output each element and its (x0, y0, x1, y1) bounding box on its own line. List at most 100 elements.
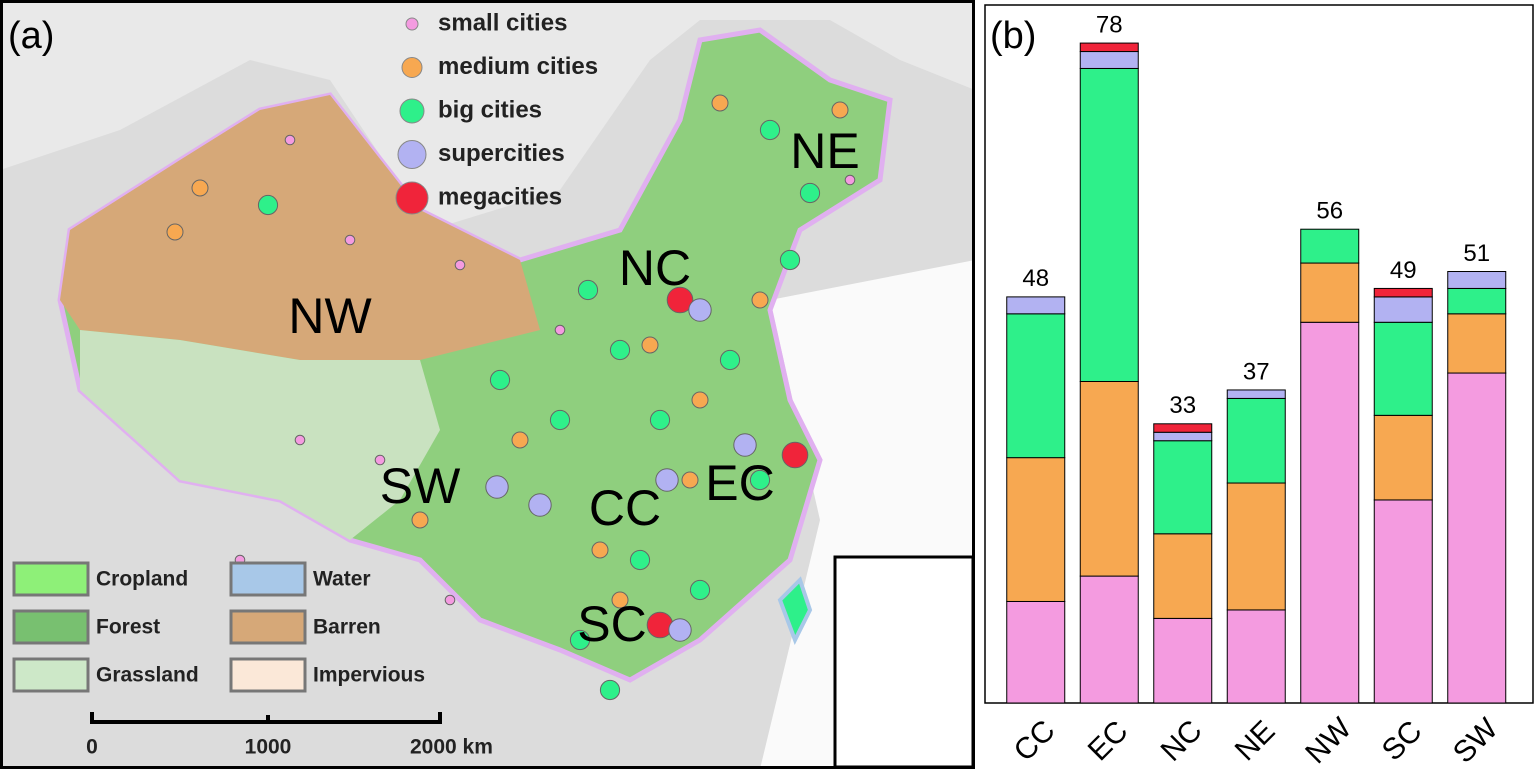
land-cover-legend: Cropland Forest Grassland Water Barren Imperv… (12, 561, 425, 693)
total-label: 37 (1243, 358, 1270, 385)
total-label: 56 (1316, 198, 1343, 225)
total-label: 78 (1096, 11, 1123, 38)
city-dot (374, 454, 386, 466)
city-dot (719, 349, 741, 371)
city-dot (646, 611, 674, 639)
legend-swatch (229, 561, 307, 597)
region-label: NW (288, 288, 372, 344)
region-label: NE (790, 123, 859, 179)
scale-line (90, 712, 442, 724)
bar-segment (1153, 431, 1213, 442)
city-dot (554, 324, 566, 336)
region-labels: NE NC NW SW CC EC SC (288, 123, 859, 652)
legend-label: Grassland (96, 664, 199, 687)
bar-segment (1079, 575, 1139, 704)
bar-segment (1300, 262, 1360, 323)
scale-label: 2000 km (410, 736, 493, 759)
bar-segment (1153, 423, 1213, 433)
bars: 48 CC 78 EC 33 NC 37 NE 56 NW 49 SC 51 SW (1006, 11, 1507, 769)
x-tick-label: SW (1447, 712, 1505, 769)
legend-marker (395, 181, 429, 215)
legend-swatch (229, 609, 307, 645)
city-dot (779, 249, 801, 271)
city-dot (569, 629, 591, 651)
bar-segment (1373, 414, 1433, 501)
city-dot (649, 409, 671, 431)
city-dot (257, 194, 279, 216)
bar-segment (1153, 617, 1213, 704)
city-dot (799, 182, 821, 204)
city-dot (528, 493, 552, 517)
city-dot (691, 391, 709, 409)
x-tick-label: EC (1082, 714, 1135, 767)
x-tick-label: NW (1299, 711, 1358, 769)
city-dot (781, 441, 809, 469)
bar-segment (1006, 313, 1066, 459)
city-dot (611, 591, 629, 609)
legend-marker (401, 57, 423, 78)
city-dot (749, 469, 771, 491)
bar-segment (1079, 380, 1139, 577)
legend-label: Cropland (96, 568, 188, 591)
x-tick-label: CC (1008, 714, 1062, 768)
city-dot (668, 618, 692, 642)
city-dot (591, 541, 609, 559)
scale-label: 1000 (245, 736, 292, 759)
total-label: 33 (1169, 392, 1196, 419)
city-dot (844, 174, 856, 186)
legend-label: Barren (313, 616, 381, 639)
city-dot (294, 434, 306, 446)
map-frame (0, 0, 975, 769)
x-tick-label: NE (1229, 714, 1282, 767)
city-dot (411, 511, 429, 529)
city-dot (689, 579, 711, 601)
legend-marker (405, 17, 419, 31)
map-island (777, 576, 813, 645)
map-barren-area (60, 95, 540, 360)
bar-segment (1153, 440, 1213, 535)
city-dot (454, 259, 466, 271)
city-dot (344, 234, 356, 246)
bar-segment (1300, 228, 1360, 264)
legend-marker (397, 140, 427, 169)
bar-segment (1226, 397, 1286, 484)
scale-label: 0 (86, 736, 98, 759)
city-dot (666, 286, 694, 314)
region-label: SW (380, 458, 461, 514)
map-grassland-area (80, 330, 440, 540)
map-land-north (0, 0, 975, 230)
city-dot (629, 549, 651, 571)
city-dot (831, 101, 849, 119)
scale-bar (90, 712, 442, 724)
bar-segment (1006, 457, 1066, 602)
legend-label: supercities (438, 140, 565, 167)
bar-segment (1079, 67, 1139, 382)
city-dot (549, 409, 571, 431)
region-label: EC (705, 455, 774, 511)
city-dot (284, 134, 296, 146)
map-inset (833, 555, 975, 769)
legend-label: big cities (438, 96, 542, 123)
bar-segment (1153, 533, 1213, 619)
bar-segment (1300, 321, 1360, 704)
city-legend: small cities medium cities big cities super… (395, 9, 598, 215)
panel-label: (b) (990, 15, 1036, 57)
bar-segment (1447, 372, 1507, 704)
city-dot (681, 471, 699, 489)
legend-swatch (12, 657, 90, 693)
legend-label: Water (313, 568, 371, 591)
region-label: NC (619, 240, 691, 296)
bar-segment (1226, 389, 1286, 399)
legend-label: Forest (96, 616, 160, 639)
total-label: 49 (1390, 257, 1417, 284)
panel-label: (a) (8, 15, 54, 57)
bar-segment (1226, 609, 1286, 704)
city-dots (166, 94, 856, 701)
legend-marker (399, 98, 425, 124)
city-dot (751, 291, 769, 309)
city-dot (511, 431, 529, 449)
city-dot (641, 336, 659, 354)
bar-segment (1447, 287, 1507, 315)
x-tick-label: NC (1155, 714, 1209, 768)
